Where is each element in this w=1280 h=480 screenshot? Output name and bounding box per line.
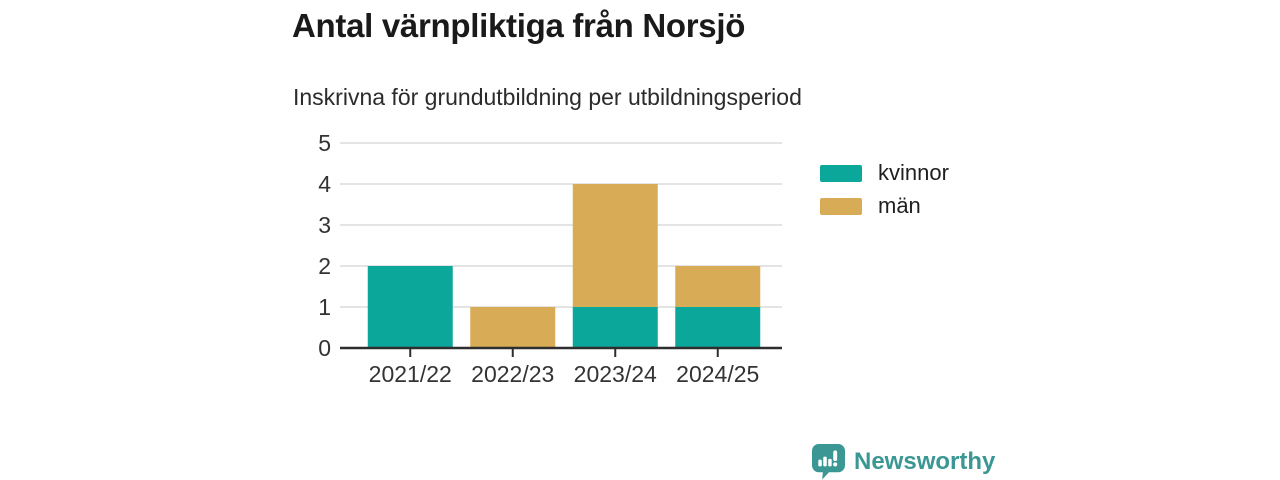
legend-swatch-kvinnor	[820, 164, 862, 182]
logo-bar-1	[818, 459, 822, 467]
x-tick-label: 2021/22	[369, 361, 452, 387]
y-tick-label: 3	[318, 212, 331, 238]
legend-item-kvinnor: kvinnor	[820, 160, 949, 186]
bar-segment-kvinnor	[367, 266, 453, 348]
y-tick-label: 0	[318, 335, 331, 361]
legend-label-kvinnor: kvinnor	[878, 160, 949, 185]
chart-subtitle: Inskrivna för grundutbildning per utbild…	[293, 84, 802, 110]
y-tick-label: 5	[318, 130, 331, 156]
bar-segment-män	[572, 184, 658, 307]
bar-segment-män	[675, 266, 761, 307]
brand-footer: Newsworthy	[812, 444, 995, 480]
logo-exclamation-bar	[833, 450, 838, 462]
y-tick-label: 1	[318, 294, 331, 320]
logo-bar-2	[823, 456, 827, 467]
legend-item-man: män	[820, 193, 949, 219]
chart-title: Antal värnpliktiga från Norsjö	[292, 7, 746, 44]
x-tick-label: 2024/25	[676, 361, 759, 387]
x-tick-label: 2022/23	[471, 361, 554, 387]
legend-label-man: män	[878, 193, 921, 218]
x-tick-label: 2023/24	[574, 361, 657, 387]
brand-name: Newsworthy	[854, 448, 996, 475]
newsworthy-logo-icon	[812, 444, 845, 480]
y-tick-label: 4	[318, 171, 331, 197]
bar-segment-män	[470, 307, 556, 348]
logo-bar-3	[828, 458, 832, 467]
bar-segment-kvinnor	[572, 307, 658, 348]
legend-swatch-man	[820, 197, 862, 215]
bar-segment-kvinnor	[675, 307, 761, 348]
y-tick-label: 2	[318, 253, 331, 279]
logo-exclamation-dot	[833, 462, 838, 467]
chart-legend: kvinnor män	[820, 160, 949, 219]
